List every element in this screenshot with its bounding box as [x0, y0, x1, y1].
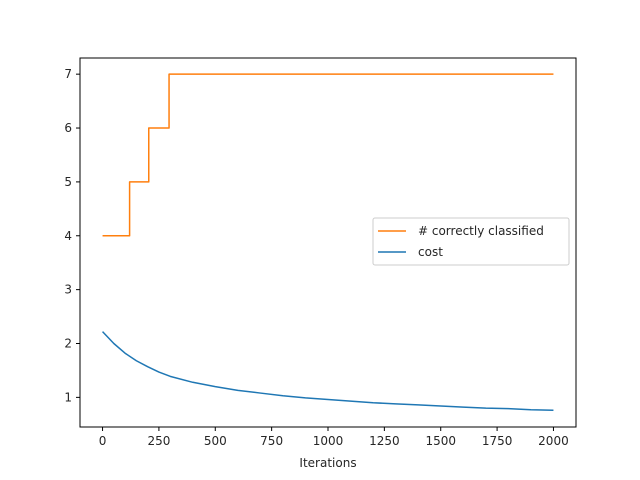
x-axis-ticks: 0 250 500 750 1000 1250 1500 1750 2000	[99, 427, 569, 448]
y-tick-label: 3	[64, 283, 72, 297]
y-tick-label: 4	[64, 229, 72, 243]
legend: # correctly classified cost	[372, 217, 570, 266]
x-axis-label: Iterations	[299, 456, 356, 470]
y-tick-label: 1	[64, 390, 72, 404]
x-tick-label: 0	[99, 434, 107, 448]
x-tick-label: 1000	[313, 434, 344, 448]
series-line-0	[102, 73, 554, 237]
legend-entry-1: cost	[418, 245, 443, 259]
y-axis-ticks: 1 2 3 4 5 6 7	[64, 67, 80, 404]
y-tick-label: 5	[64, 175, 72, 189]
x-tick-label: 1250	[369, 434, 400, 448]
y-tick-label: 7	[64, 67, 72, 81]
x-tick-label: 500	[204, 434, 227, 448]
series-line-1	[102, 331, 554, 412]
plot-lines	[102, 73, 554, 412]
x-tick-label: 750	[260, 434, 283, 448]
x-tick-label: 2000	[538, 434, 569, 448]
y-tick-label: 2	[64, 337, 72, 351]
legend-entry-0: # correctly classified	[418, 224, 544, 238]
y-tick-label: 6	[64, 121, 72, 135]
legend-box	[372, 217, 570, 266]
x-tick-label: 1500	[425, 434, 456, 448]
x-tick-label: 250	[147, 434, 170, 448]
x-tick-label: 1750	[482, 434, 513, 448]
